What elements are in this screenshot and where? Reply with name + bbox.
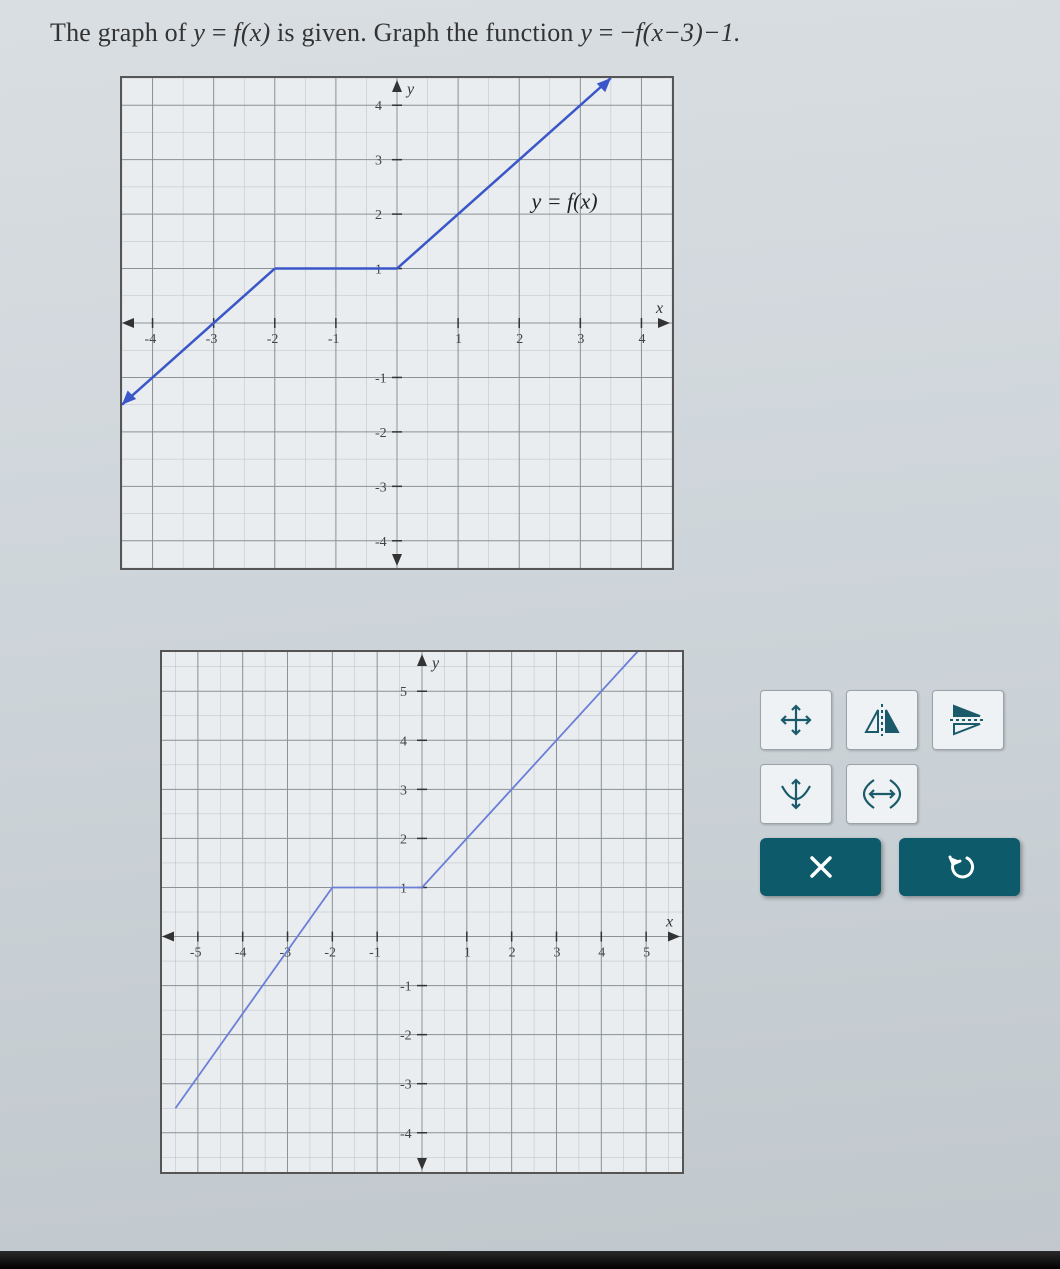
svg-text:5: 5 [400,685,407,700]
svg-text:-1: -1 [375,371,387,386]
svg-text:-2: -2 [324,946,336,961]
move-icon [774,700,818,740]
svg-text:4: 4 [400,734,407,749]
svg-text:1: 1 [375,263,382,278]
svg-text:-3: -3 [375,480,387,495]
reflect-v-icon [946,700,990,740]
svg-text:4: 4 [598,946,605,961]
prompt-pre: The graph of [50,18,193,47]
tool-row-2 [760,764,1020,824]
svg-text:-2: -2 [375,426,387,441]
svg-text:1: 1 [400,881,407,896]
answer-graph[interactable]: -5-4-3-2-112345-4-3-2-112345xy [160,650,684,1174]
reflect-h-icon [860,700,904,740]
svg-text:x: x [665,914,673,931]
stretch-vertical-button[interactable] [760,764,832,824]
eq2-eq: = − [592,18,635,47]
svg-text:y: y [430,655,440,672]
svg-text:y: y [405,81,415,98]
svg-text:3: 3 [375,154,382,169]
question-prompt: The graph of y = f(x) is given. Graph th… [50,18,741,48]
given-graph: -4-3-2-11234-4-3-2-11234xyy = f(x) [120,76,674,570]
svg-text:3: 3 [400,783,407,798]
close-icon [806,852,836,882]
svg-text:1: 1 [455,332,462,347]
action-row [760,838,1020,896]
reset-button[interactable] [899,838,1020,896]
svg-text:4: 4 [375,99,382,114]
tool-palette [760,690,1020,896]
svg-text:2: 2 [400,832,407,847]
svg-text:-4: -4 [235,946,247,961]
svg-text:-5: -5 [190,946,202,961]
clear-button[interactable] [760,838,881,896]
svg-text:-4: -4 [400,1127,412,1142]
tool-row-1 [760,690,1020,750]
undo-icon [945,852,975,882]
stretch-horizontal-button[interactable] [846,764,918,824]
page-root: The graph of y = f(x) is given. Graph th… [0,0,1060,1269]
svg-text:-3: -3 [400,1078,412,1093]
reflect-horizontal-button[interactable] [846,690,918,750]
svg-text:-4: -4 [145,332,157,347]
svg-text:y = f(x): y = f(x) [529,189,597,214]
svg-text:1: 1 [464,946,471,961]
eq2-f: f [635,18,642,47]
svg-text:-2: -2 [267,332,279,347]
svg-text:2: 2 [516,332,523,347]
svg-text:-1: -1 [400,980,412,995]
eq1-f: f [233,18,240,47]
svg-text:2: 2 [509,946,516,961]
svg-text:2: 2 [375,208,382,223]
svg-text:-2: -2 [400,1029,412,1044]
eq1-eq: = [205,18,233,47]
svg-text:x: x [655,300,663,317]
eq2-paren: (x−3)−1. [643,18,741,47]
reflect-vertical-button[interactable] [932,690,1004,750]
svg-text:3: 3 [553,946,560,961]
answer-graph-svg[interactable]: -5-4-3-2-112345-4-3-2-112345xy [162,652,682,1172]
svg-text:5: 5 [643,946,650,961]
svg-text:-3: -3 [206,332,218,347]
stretch-y-icon [774,774,818,814]
svg-text:-1: -1 [328,332,340,347]
prompt-mid: is given. Graph the function [270,18,580,47]
svg-text:4: 4 [638,332,645,347]
svg-text:3: 3 [577,332,584,347]
svg-text:-1: -1 [369,946,381,961]
eq1-y: y [193,18,205,47]
move-tool-button[interactable] [760,690,832,750]
eq1-paren: (x) [241,18,270,47]
svg-text:-4: -4 [375,535,387,550]
eq2-y: y [580,18,592,47]
stretch-x-icon [860,774,904,814]
page-bottom-edge [0,1251,1060,1269]
given-graph-svg: -4-3-2-11234-4-3-2-11234xyy = f(x) [122,78,672,568]
